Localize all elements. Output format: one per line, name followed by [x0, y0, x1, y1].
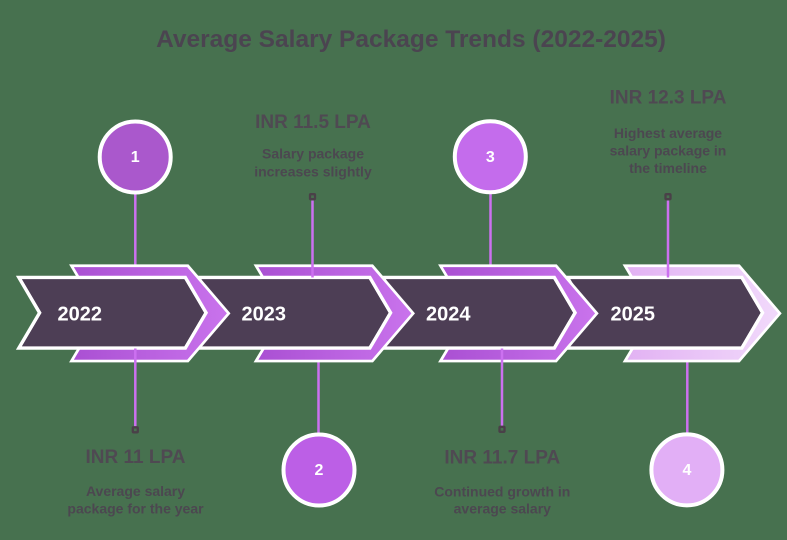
svg-text:Average salary: Average salary: [86, 483, 185, 499]
svg-text:2023: 2023: [242, 304, 287, 326]
svg-text:Average Salary Package Trends: Average Salary Package Trends (2022-2025…: [156, 26, 666, 53]
svg-text:Salary package: Salary package: [262, 146, 364, 162]
svg-text:2025: 2025: [611, 304, 656, 326]
svg-text:INR 12.3 LPA: INR 12.3 LPA: [610, 87, 727, 108]
svg-text:4: 4: [682, 462, 691, 479]
svg-text:2022: 2022: [58, 304, 103, 326]
svg-text:the timeline: the timeline: [629, 160, 707, 176]
svg-text:1: 1: [131, 149, 140, 166]
svg-text:INR 11.5 LPA: INR 11.5 LPA: [255, 112, 371, 133]
svg-text:Continued growth in: Continued growth in: [434, 483, 570, 499]
svg-text:Highest average: Highest average: [614, 125, 722, 141]
svg-text:package for the year: package for the year: [67, 501, 204, 517]
svg-text:2024: 2024: [426, 304, 471, 326]
svg-text:INR 11.7 LPA: INR 11.7 LPA: [444, 447, 560, 468]
svg-text:3: 3: [486, 149, 495, 166]
svg-text:INR 11 LPA: INR 11 LPA: [86, 447, 186, 468]
svg-text:increases slightly: increases slightly: [254, 164, 372, 180]
svg-text:2: 2: [315, 462, 324, 479]
svg-text:average salary: average salary: [454, 501, 552, 517]
svg-text:salary package in: salary package in: [610, 143, 727, 159]
